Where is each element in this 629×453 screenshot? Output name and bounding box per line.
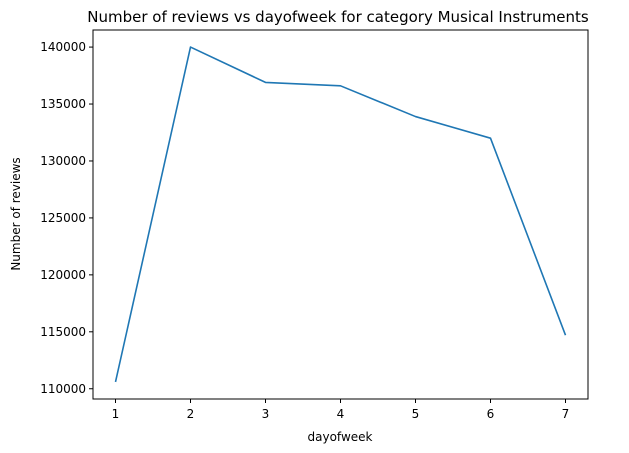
chart-title: Number of reviews vs dayofweek for categ… bbox=[87, 8, 589, 26]
x-tick-label: 4 bbox=[337, 407, 345, 421]
y-tick-label: 140000 bbox=[40, 40, 86, 54]
series-line bbox=[114, 46, 567, 383]
x-tick-label: 5 bbox=[412, 407, 420, 421]
y-tick-label: 130000 bbox=[40, 154, 86, 168]
y-tick-label: 135000 bbox=[40, 97, 86, 111]
x-tick-label: 6 bbox=[487, 407, 495, 421]
x-tick-label: 1 bbox=[112, 407, 120, 421]
plot-area: 1 2 3 4 5 6 7 110000 115000 120000 125000 130000 13… bbox=[40, 29, 589, 421]
x-axis: 1 2 3 4 5 6 7 bbox=[112, 399, 570, 421]
y-tick-label: 120000 bbox=[40, 268, 86, 282]
series-group bbox=[114, 46, 567, 383]
y-tick-label: 110000 bbox=[40, 382, 86, 396]
y-axis-label: Number of reviews bbox=[9, 157, 23, 270]
y-tick-label: 115000 bbox=[40, 325, 86, 339]
x-axis-label: dayofweek bbox=[308, 430, 373, 444]
y-tick-label: 125000 bbox=[40, 211, 86, 225]
x-tick-label: 3 bbox=[262, 407, 270, 421]
y-axis: 110000 115000 120000 125000 130000 135000 1400… bbox=[40, 40, 93, 396]
x-tick-label: 2 bbox=[187, 407, 195, 421]
x-tick-label: 7 bbox=[562, 407, 570, 421]
